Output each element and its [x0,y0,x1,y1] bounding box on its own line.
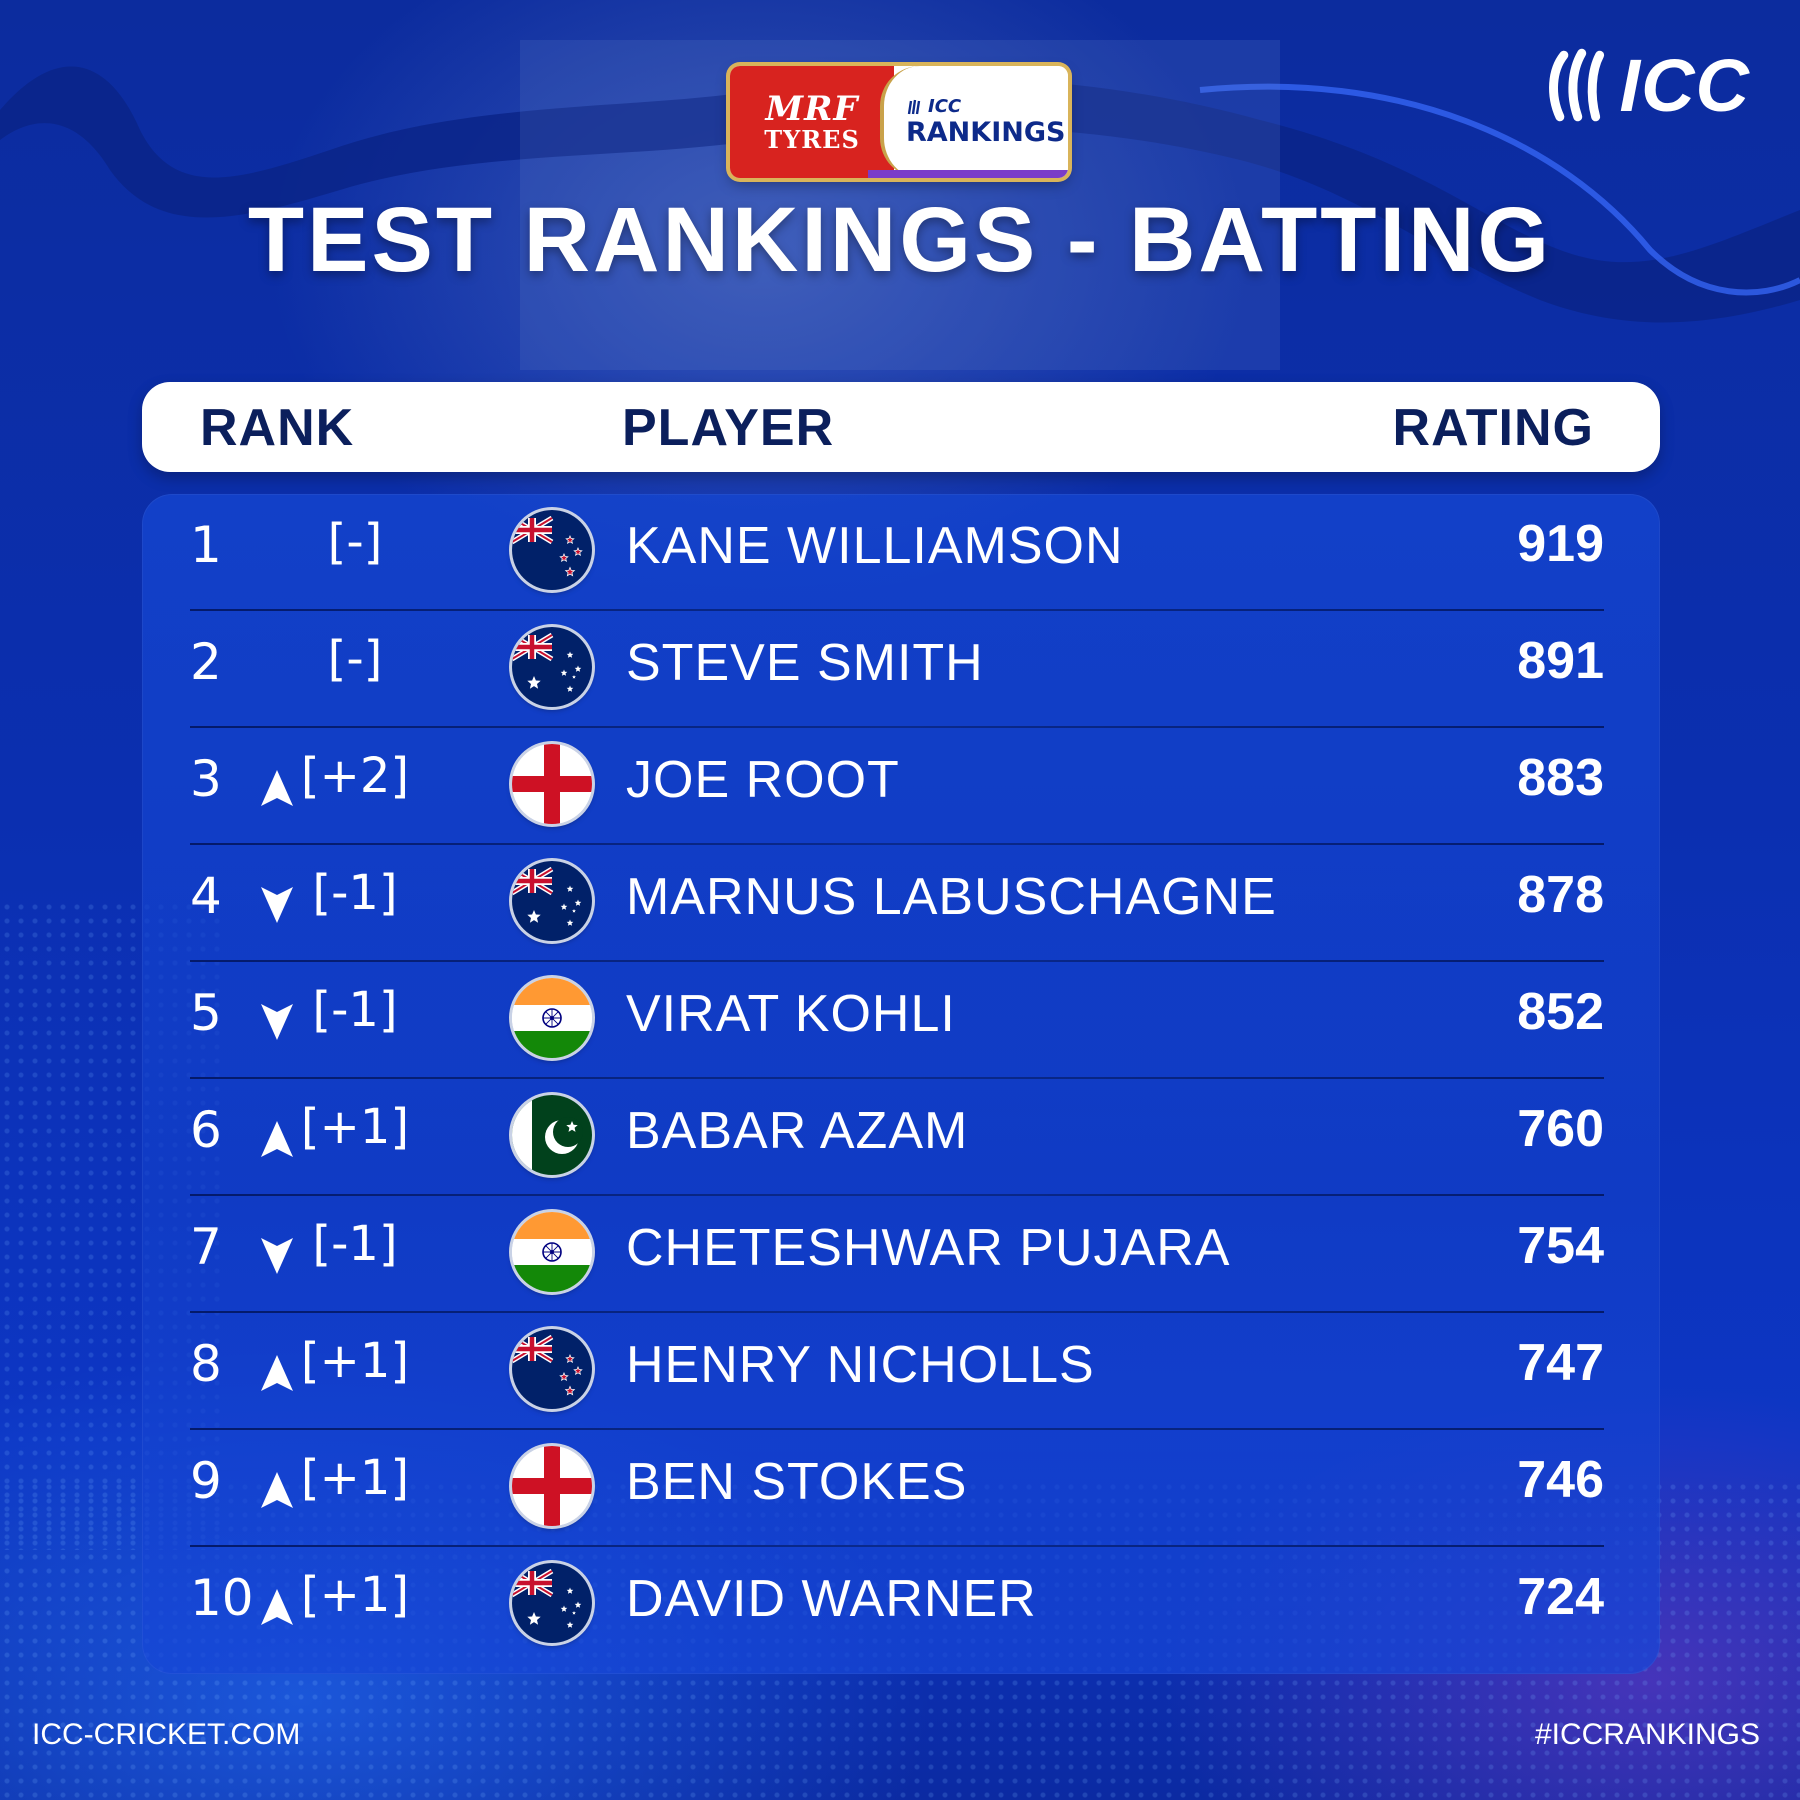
icc-rankings-logo: ICC RANKINGS [880,66,1068,178]
india-flag-icon [512,978,592,1058]
row-divider [190,1545,1604,1547]
arrow-up-icon [261,770,293,806]
rank-number: 3 [190,750,222,808]
table-row: 7 [-1] CHETESHWAR PUJARA 754 [190,1196,1604,1313]
header-rating: RATING [1392,399,1594,457]
rank-change: [+1] [300,1450,410,1506]
icc-logo-text: ICC [1619,43,1750,127]
rank-change: [+1] [300,1099,410,1155]
england-flag-icon [512,1446,592,1526]
table-row: 4 [-1] MARNUS LABUSCHAGNE 878 [190,845,1604,962]
mrf-text: MRF [765,89,859,129]
table-row: 6 [+1] BABAR AZAM 760 [190,1079,1604,1196]
player-name: MARNUS LABUSCHAGNE [626,868,1277,926]
icc-small-label: ICC [906,96,1068,117]
rank-number: 8 [190,1335,222,1393]
player-rating: 754 [1517,1217,1604,1275]
icc-small-text: ICC [928,96,962,117]
table-row: 2 [-] STEVE SMITH 891 [190,611,1604,728]
player-rating: 852 [1517,983,1604,1041]
india-flag-icon [512,1212,592,1292]
rank-change: [+1] [300,1567,410,1623]
player-name: VIRAT KOHLI [626,985,956,1043]
player-name: BABAR AZAM [626,1102,969,1160]
row-divider [190,1428,1604,1430]
player-name: JOE ROOT [626,751,900,809]
tyres-text: TYRES [764,125,860,154]
rank-change: [-] [327,514,383,570]
player-name: CHETESHWAR PUJARA [626,1219,1231,1277]
player-rating: 760 [1517,1100,1604,1158]
icc-mini-icon [907,99,921,114]
arrow-up-icon [261,1121,293,1157]
rank-change: [-] [327,631,383,687]
header-player: PLAYER [622,399,835,457]
mrf-tyres-logo: MRF TYRES [730,66,894,178]
table-row: 3 [+2] JOE ROOT 883 [190,728,1604,845]
rankings-text: RANKINGS [906,117,1066,148]
rank-number: 7 [190,1218,222,1276]
row-divider [190,960,1604,962]
australia-flag-icon [512,627,592,707]
sponsor-badge: MRF TYRES ICC RANKINGS [730,66,1068,178]
rank-change: [-1] [312,865,398,921]
arrow-up-icon [261,1472,293,1508]
table-row: 9 [+1] BEN STOKES 746 [190,1430,1604,1547]
player-rating: 919 [1517,515,1604,573]
arrow-down-icon [261,887,293,923]
table-row: 5 [-1] VIRAT KOHLI 852 [190,962,1604,1079]
rankings-table: 1 [-] KANE WILLIAMSON 919 2 [-] STEVE SMITH 891… [142,494,1660,1674]
page-title: TEST RANKINGS - BATTING [247,189,1553,291]
player-rating: 891 [1517,632,1604,690]
row-divider [190,726,1604,728]
row-divider [190,609,1604,611]
row-divider [190,1311,1604,1313]
new-zealand-flag-icon [512,510,592,590]
arrow-up-icon [261,1355,293,1391]
new-zealand-flag-icon [512,1329,592,1409]
arrow-down-icon [261,1238,293,1274]
row-divider [190,1194,1604,1196]
player-rating: 747 [1517,1334,1604,1392]
icc-stumps-logo-icon [1549,48,1605,122]
footer-website: ICC-CRICKET.COM [32,1718,301,1751]
player-rating: 746 [1517,1451,1604,1509]
australia-flag-icon [512,861,592,941]
rank-change: [+1] [300,1333,410,1389]
footer-hashtag: #ICCRANKINGS [1534,1718,1760,1751]
rank-number: 5 [190,984,222,1042]
row-divider [190,843,1604,845]
table-row: 10 [+1] DAVID WARNER 724 [190,1547,1604,1664]
pakistan-flag-icon [512,1095,592,1175]
header-rank: RANK [200,399,355,457]
player-name: BEN STOKES [626,1453,968,1511]
player-rating: 878 [1517,866,1604,924]
rank-change: [-1] [312,1216,398,1272]
rank-number: 10 [190,1569,254,1627]
rank-number: 2 [190,633,222,691]
player-name: KANE WILLIAMSON [626,517,1124,575]
rank-change: [-1] [312,982,398,1038]
rank-number: 6 [190,1101,222,1159]
table-row: 1 [-] KANE WILLIAMSON 919 [190,494,1604,611]
australia-flag-icon [512,1563,592,1643]
rank-change: [+2] [300,748,410,804]
rank-number: 9 [190,1452,222,1510]
sponsor-accent-bar [868,170,1068,178]
player-name: DAVID WARNER [626,1570,1037,1628]
rank-number: 1 [190,516,222,574]
player-rating: 724 [1517,1568,1604,1626]
arrow-down-icon [261,1004,293,1040]
rank-number: 4 [190,867,222,925]
player-name: STEVE SMITH [626,634,984,692]
table-row: 8 [+1] HENRY NICHOLLS 747 [190,1313,1604,1430]
table-header: RANK PLAYER RATING [142,382,1660,472]
arrow-up-icon [261,1589,293,1625]
player-name: HENRY NICHOLLS [626,1336,1095,1394]
england-flag-icon [512,744,592,824]
icc-logo: ICC [1540,40,1750,130]
player-rating: 883 [1517,749,1604,807]
row-divider [190,1077,1604,1079]
